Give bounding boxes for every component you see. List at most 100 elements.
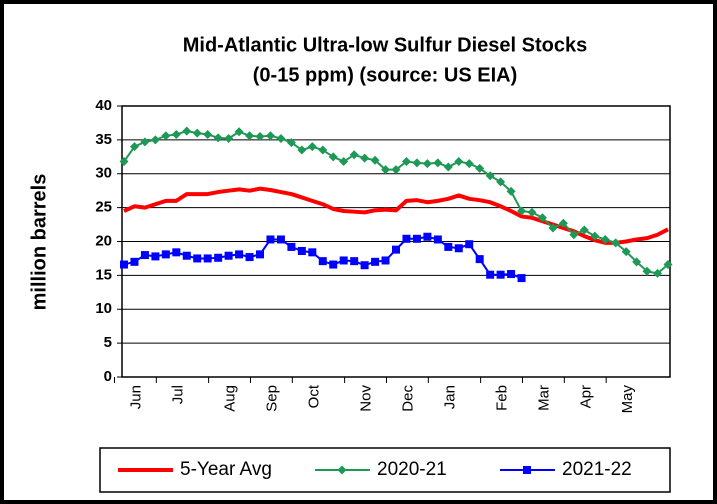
point [192, 128, 202, 138]
point [151, 252, 160, 261]
point [224, 251, 233, 260]
point [214, 253, 223, 262]
point [412, 234, 421, 243]
point [465, 240, 474, 249]
point [150, 135, 160, 145]
point [182, 251, 191, 260]
point [506, 186, 516, 196]
point [600, 234, 610, 244]
point [485, 171, 495, 181]
point [297, 246, 306, 255]
point [307, 142, 317, 152]
x-tick-label: Jun [127, 385, 144, 409]
point [130, 257, 139, 266]
point [140, 251, 149, 260]
x-tick-label: Jan [441, 385, 458, 409]
point [371, 257, 380, 266]
point [140, 137, 150, 147]
point [318, 257, 327, 266]
chart-subtitle: (0-15 ppm) (source: US EIA) [253, 64, 517, 86]
point [569, 230, 579, 240]
point [663, 260, 673, 270]
point [255, 131, 265, 141]
point [119, 157, 129, 167]
y-tick-label: 5 [104, 334, 112, 351]
point [339, 157, 349, 167]
point [234, 127, 244, 137]
point [171, 129, 181, 139]
legend-label: 5-Year Avg [180, 459, 272, 480]
point [523, 466, 531, 474]
point [120, 260, 128, 269]
point [642, 266, 652, 276]
point [182, 126, 192, 136]
point [475, 255, 484, 264]
legend-label: 2021-22 [562, 459, 632, 480]
x-tick-label: Feb [494, 385, 511, 411]
point [203, 129, 213, 139]
point [653, 268, 663, 278]
point [328, 152, 338, 162]
point [161, 131, 171, 141]
point [276, 235, 285, 244]
point [527, 207, 537, 217]
legend-box [99, 447, 671, 493]
point [579, 225, 589, 235]
point [548, 223, 558, 233]
y-tick-label: 10 [95, 300, 112, 317]
point [308, 248, 317, 257]
point [475, 163, 485, 173]
point [412, 158, 422, 168]
point [224, 134, 234, 144]
x-tick-label: Dec [399, 385, 416, 412]
point [360, 153, 370, 163]
point [454, 244, 463, 253]
point [276, 134, 286, 144]
plot-area [121, 105, 671, 378]
point [486, 270, 495, 279]
x-tick-label: Sep [263, 385, 280, 412]
point [266, 235, 275, 244]
y-tick-label: 35 [95, 131, 112, 148]
point [517, 274, 526, 283]
point [161, 250, 170, 259]
point [329, 260, 338, 269]
x-tick-label: Jul [169, 385, 186, 404]
y-tick-label: 0 [104, 368, 112, 385]
point [590, 231, 600, 241]
point [423, 232, 432, 241]
point [391, 165, 401, 175]
point [350, 257, 359, 266]
chart-title: Mid-Atlantic Ultra-low Sulfur Diesel Sto… [183, 34, 588, 56]
point [444, 242, 453, 251]
point [433, 235, 442, 244]
y-tick-label: 40 [95, 97, 112, 114]
point [297, 145, 307, 155]
x-tick-label: Mar [535, 385, 552, 411]
point [245, 131, 255, 141]
point [256, 250, 264, 259]
y-tick-label: 30 [95, 165, 112, 182]
x-tick-label: Oct [305, 384, 322, 408]
point [172, 248, 181, 257]
x-tick-label: Aug [222, 385, 239, 412]
point [235, 250, 244, 259]
y-tick-label: 20 [95, 232, 112, 249]
point [265, 131, 275, 141]
point [318, 145, 328, 155]
point [245, 253, 254, 262]
point [422, 159, 432, 169]
point [433, 158, 443, 168]
x-tick-label: May [619, 385, 636, 414]
y-tick-label: 25 [95, 199, 112, 216]
point [381, 165, 391, 175]
point [517, 206, 527, 216]
y-tick-label: 15 [95, 266, 112, 283]
point [129, 142, 139, 152]
point [632, 257, 642, 267]
point [337, 465, 347, 475]
point [286, 138, 296, 148]
point [193, 254, 202, 263]
